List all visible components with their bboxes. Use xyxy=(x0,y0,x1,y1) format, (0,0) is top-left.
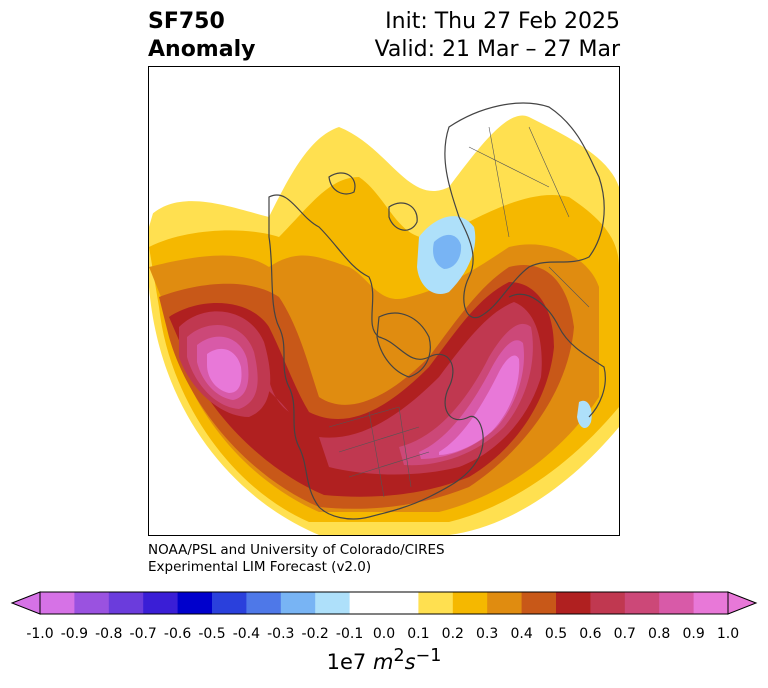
contour-0-8 xyxy=(197,336,524,459)
colorbar-tick-label: 0.2 xyxy=(441,626,464,642)
colorbar-cell xyxy=(624,592,660,614)
colorbar-cell xyxy=(487,592,523,614)
colorbar-ticks: -1.0 -0.9 -0.8 -0.7 -0.6 -0.5 -0.4 -0.3 -0.2 -0.1… xyxy=(0,626,768,646)
plot-title: SF750 Anomaly xyxy=(148,8,255,64)
contour-0-7 xyxy=(187,323,533,466)
colorbar-units: 1e7 m2s−1 xyxy=(0,646,768,674)
eurasia-border-lines xyxy=(468,126,590,308)
colorbar-min-extension xyxy=(10,591,41,615)
date-info: Init: Thu 27 Feb 2025 Valid: 21 Mar – 27… xyxy=(375,8,620,64)
colorbar-cell xyxy=(177,592,213,614)
colorbar xyxy=(10,591,758,615)
units-label: 1e7 m2s−1 xyxy=(326,646,442,674)
colorbar-cell xyxy=(40,592,75,614)
colorbar-tick-label: 1.0 xyxy=(716,626,740,642)
colorbar-tick-label: 0.4 xyxy=(510,626,533,642)
colorbar-cell xyxy=(349,592,385,614)
colorbar-max-extension xyxy=(727,591,758,615)
colorbar-tick-label: 0.5 xyxy=(544,626,568,642)
credit-line-1: NOAA/PSL and University of Colorado/CIRE… xyxy=(148,542,445,558)
init-date: Init: Thu 27 Feb 2025 xyxy=(385,9,620,34)
colorbar-tick-label: -0.1 xyxy=(335,626,364,642)
colorbar-cell xyxy=(693,592,729,614)
north-america-coast xyxy=(268,194,484,520)
colorbar-tick-label: 0.8 xyxy=(648,626,671,642)
field-layer xyxy=(149,67,619,535)
colorbar-outline xyxy=(39,591,729,615)
borders xyxy=(328,126,590,498)
colorbar-cell xyxy=(246,592,282,614)
colorbar-tick-label: 0.0 xyxy=(372,626,396,642)
colorbar-cells xyxy=(40,592,729,614)
europe-coast xyxy=(508,293,606,418)
eurasia-coast xyxy=(444,102,605,319)
colorbar-tick-label: 0.1 xyxy=(407,626,430,642)
colorbar-cell xyxy=(521,592,557,614)
colorbar-cell xyxy=(659,592,695,614)
credit-line-2: Experimental LIM Forecast (v2.0) xyxy=(148,559,372,575)
colorbar-cell xyxy=(74,592,110,614)
greenland-coast xyxy=(376,312,431,378)
colorbar-tick-label: -0.4 xyxy=(232,626,261,642)
colorbar-tick-label: -0.7 xyxy=(129,626,157,642)
colorbar-tick-label: -0.9 xyxy=(60,626,89,642)
colorbar-tick-label: 0.7 xyxy=(613,626,636,642)
credit-text: NOAA/PSL and University of Colorado/CIRE… xyxy=(148,542,445,576)
colorbar-cell xyxy=(384,592,419,614)
us-state-lines xyxy=(328,406,430,498)
colorbar-tick-label: 0.6 xyxy=(579,626,602,642)
coastlines xyxy=(268,102,606,520)
contour-neg-0-1 xyxy=(417,216,592,429)
colorbar-cell xyxy=(315,592,351,614)
colorbar-cell xyxy=(212,592,247,614)
colorbar-tick-label: -0.5 xyxy=(198,626,226,642)
anomaly-map xyxy=(148,66,620,536)
colorbar-cell xyxy=(590,592,626,614)
contour-neg-0-2 xyxy=(433,234,462,269)
colorbar-cell xyxy=(280,592,316,614)
colorbar-cell xyxy=(452,592,488,614)
colorbar-tick-label: -0.3 xyxy=(267,626,295,642)
colorbar-cell xyxy=(556,592,591,614)
map-canvas xyxy=(149,67,619,535)
colorbar-tick-label: 0.9 xyxy=(682,626,705,642)
colorbar-cell xyxy=(108,592,144,614)
colorbar-cell xyxy=(143,592,179,614)
colorbar-tick-label: -1.0 xyxy=(26,626,54,642)
colorbar-tick-label: -0.8 xyxy=(95,626,123,642)
colorbar-cell xyxy=(418,592,454,614)
colorbar-tick-label: -0.6 xyxy=(163,626,192,642)
arctic-islands xyxy=(328,172,418,231)
colorbar-tick-label: -0.2 xyxy=(301,626,329,642)
valid-range: Valid: 21 Mar – 27 Mar xyxy=(374,37,620,62)
variable-label: SF750 xyxy=(148,9,225,34)
anomaly-label: Anomaly xyxy=(148,37,256,62)
colorbar-tick-label: 0.3 xyxy=(476,626,499,642)
